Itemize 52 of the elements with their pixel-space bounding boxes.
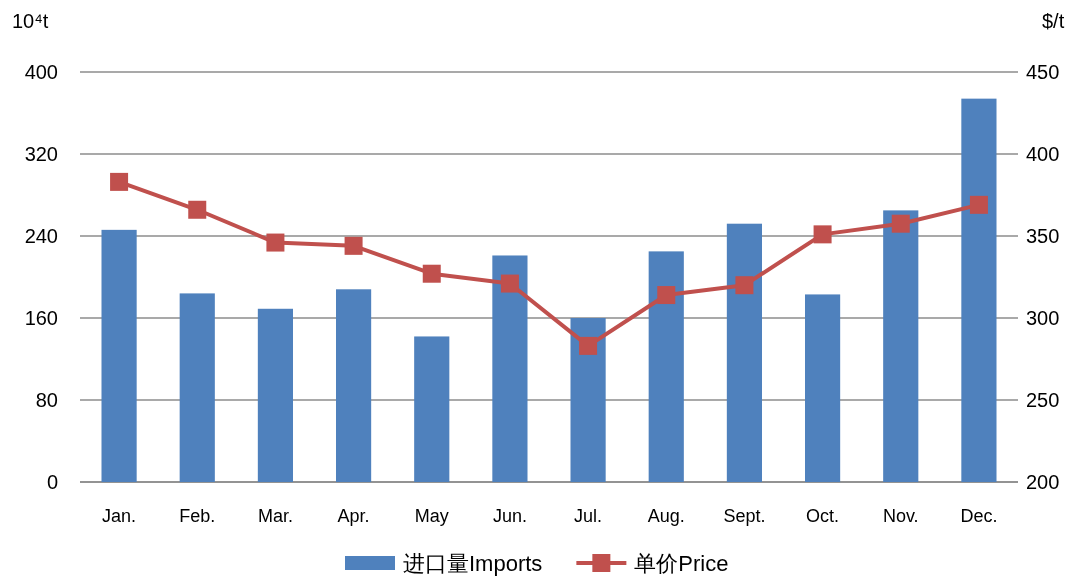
x-tick-label: Apr. <box>337 506 370 526</box>
y-tick-label: 0 <box>46 471 58 493</box>
y2-tick-label: 350 <box>1026 225 1060 247</box>
y2-tick-label: 300 <box>1026 307 1060 329</box>
bar <box>257 308 293 482</box>
y-tick-label: 320 <box>24 143 58 165</box>
bar <box>336 289 372 482</box>
y2-axis-title: $/t <box>1042 10 1065 32</box>
bar <box>648 251 684 482</box>
y-tick-label: 240 <box>24 225 58 247</box>
point <box>813 225 832 244</box>
x-tick-label: Feb. <box>179 506 216 526</box>
point <box>344 236 363 255</box>
bar <box>961 98 997 482</box>
point <box>422 264 441 283</box>
bar <box>805 294 841 482</box>
y2-tick-label: 450 <box>1026 61 1060 83</box>
x-tick-label: May <box>414 506 449 526</box>
point <box>579 336 598 355</box>
x-tick-label: Aug. <box>647 506 685 526</box>
x-tick-label: Oct. <box>806 506 840 526</box>
point <box>735 276 754 295</box>
bar <box>492 255 528 482</box>
y-tick-label: 80 <box>35 389 58 411</box>
x-tick-label: Nov. <box>882 506 919 526</box>
bar <box>101 229 137 482</box>
y-tick-label: 160 <box>24 307 58 329</box>
y-tick-label: 400 <box>24 61 58 83</box>
bar <box>179 293 215 482</box>
x-tick-label: Jan. <box>102 506 137 526</box>
y2-tick-label: 200 <box>1026 471 1060 493</box>
y2-tick-label: 400 <box>1026 143 1060 165</box>
point <box>969 195 988 214</box>
bar <box>726 223 762 482</box>
x-tick-label: Mar. <box>257 506 293 526</box>
point <box>657 286 676 305</box>
bar <box>570 318 606 482</box>
point <box>891 214 910 233</box>
y-axis-title: 10⁴t <box>12 10 49 32</box>
point <box>500 274 519 293</box>
bar <box>883 210 919 482</box>
x-tick-label: Sept. <box>723 506 766 526</box>
legend-label: 单价Price <box>634 551 729 576</box>
legend-label: 进口量Imports <box>403 551 543 576</box>
x-tick-label: Jul. <box>574 506 603 526</box>
point <box>266 233 285 252</box>
y2-tick-label: 250 <box>1026 389 1060 411</box>
x-tick-label: Dec. <box>960 506 998 526</box>
point <box>110 172 129 191</box>
bar <box>414 336 450 482</box>
point <box>188 200 207 219</box>
x-tick-label: Jun. <box>492 506 527 526</box>
